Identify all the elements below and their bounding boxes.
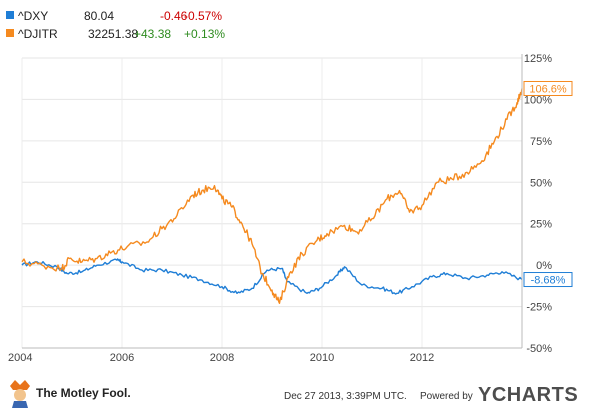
x-tick-label: 2010 — [310, 352, 334, 364]
y-tick-label: 50% — [530, 177, 552, 189]
y-tick-label: -50% — [526, 343, 552, 355]
series-line-dxy — [21, 258, 523, 295]
y-tick-label: 75% — [530, 136, 552, 148]
end-label-text: -8.68% — [531, 275, 566, 287]
gridlines — [21, 57, 522, 349]
legend-swatch-dxy — [6, 11, 14, 19]
motley-fool-logo-text: The Motley Fool. — [36, 386, 131, 400]
end-label-text: 106.6% — [529, 83, 567, 95]
legend-value: 80.04 — [84, 9, 115, 23]
motley-fool-jester-icon — [10, 380, 30, 408]
x-tick-label: 2004 — [8, 352, 32, 364]
end-label-djitr: 106.6% — [523, 80, 573, 96]
legend-pct: +0.13% — [184, 27, 226, 41]
end-label-box — [523, 272, 573, 288]
timestamp: Dec 27 2013, 3:39PM UTC. — [284, 391, 407, 402]
end-labels: -8.68% 106.6% — [523, 80, 573, 288]
legend-change: -0.46 — [160, 9, 188, 23]
y-tick-label: 125% — [524, 53, 552, 65]
x-tick-label: 2008 — [210, 352, 234, 364]
end-label-box — [523, 80, 573, 96]
legend-name: ^DXY — [18, 9, 49, 23]
legend-change: +43.38 — [134, 27, 172, 41]
powered-by: Powered by — [420, 391, 473, 402]
y-tick-label: 25% — [530, 219, 552, 231]
y-tick-label: -25% — [526, 302, 552, 314]
ycharts-logo: YCHARTS — [478, 384, 579, 406]
legend-swatch-djitr — [6, 29, 14, 37]
legend-row-dxy: ^DXY 80.04 -0.46 -0.57% — [6, 8, 306, 26]
legend: ^DXY 80.04 -0.46 -0.57% ^DJITR 32251.38 … — [6, 8, 306, 44]
end-label-dxy: -8.68% — [523, 272, 573, 288]
legend-value: 32251.38 — [88, 27, 139, 41]
y-tick-label: 0% — [536, 260, 552, 272]
series-line-djitr — [21, 88, 523, 304]
legend-row-djitr: ^DJITR 32251.38 +43.38 +0.13% — [6, 26, 306, 44]
x-tick-label: 2012 — [410, 352, 434, 364]
legend-name: ^DJITR — [18, 27, 58, 41]
legend-pct: -0.57% — [184, 9, 223, 23]
y-tick-label: 100% — [524, 94, 552, 106]
axis-layer: 125% 100% 75% 50% 25% 0% -25% -50% 2004 2006 2008 2… — [8, 53, 552, 364]
series-layer — [21, 88, 523, 304]
x-tick-label: 2006 — [110, 352, 134, 364]
